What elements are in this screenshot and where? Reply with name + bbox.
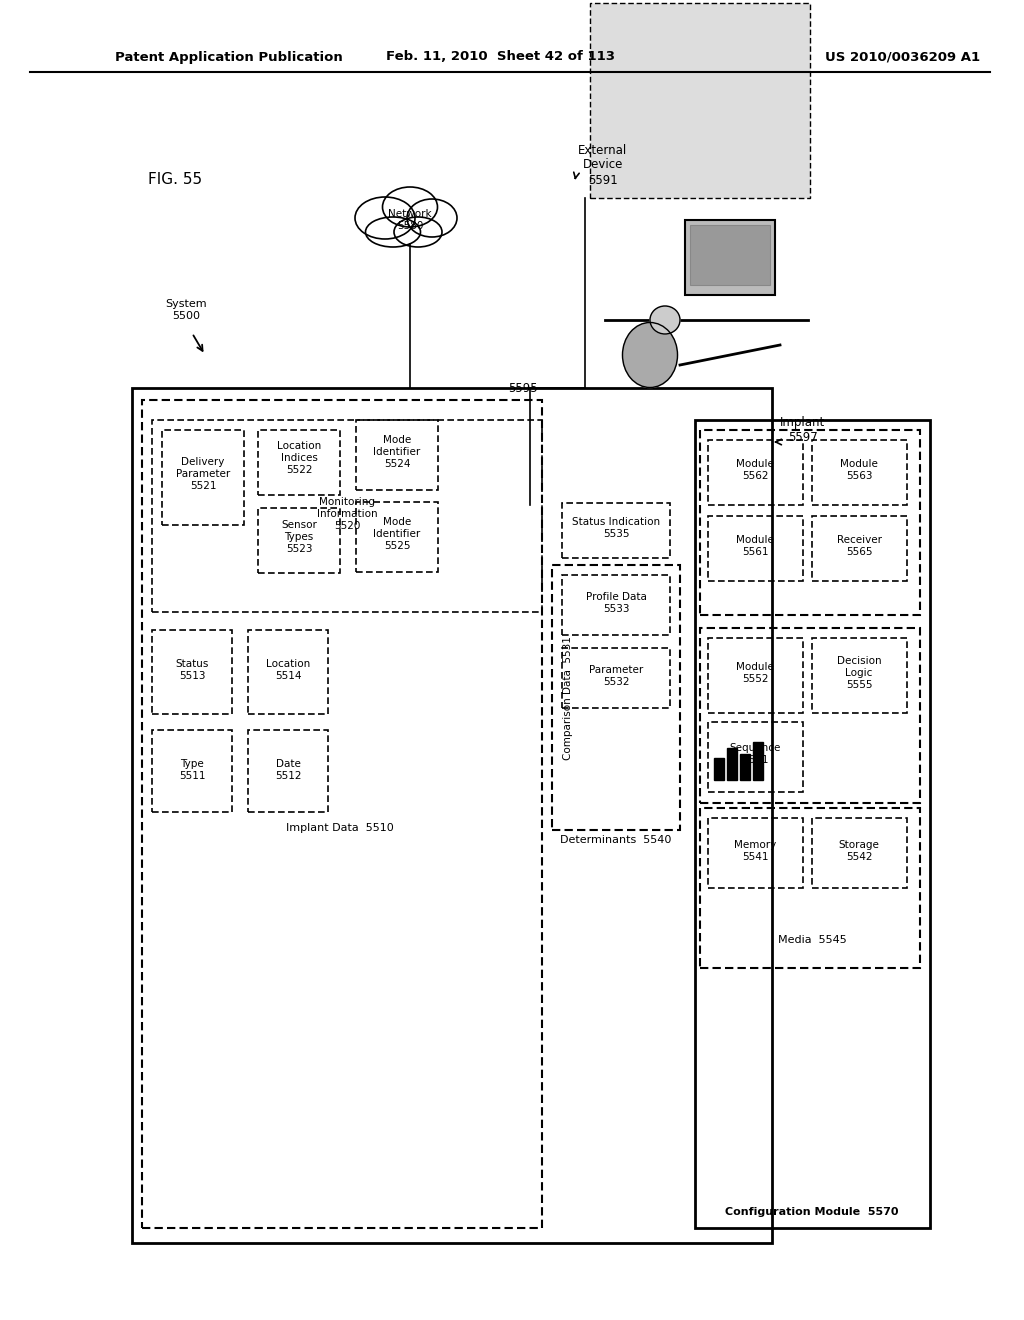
Ellipse shape: [650, 306, 680, 334]
Text: Date
5512: Date 5512: [274, 759, 301, 781]
Bar: [258, 430, 340, 495]
Bar: [740, 754, 750, 780]
Ellipse shape: [366, 216, 421, 247]
Text: Mode
Identifier
5525: Mode Identifier 5525: [374, 517, 421, 550]
Text: Network
5580: Network 5580: [388, 209, 432, 231]
Bar: [248, 630, 328, 714]
Bar: [562, 648, 670, 708]
Bar: [356, 420, 438, 490]
Bar: [708, 638, 803, 713]
Text: US 2010/0036209 A1: US 2010/0036209 A1: [825, 50, 980, 63]
Text: Implant Data  5510: Implant Data 5510: [286, 822, 394, 833]
Bar: [708, 516, 803, 581]
Bar: [714, 758, 724, 780]
Text: Type
5511: Type 5511: [179, 759, 205, 781]
Text: 5595: 5595: [508, 381, 538, 395]
Bar: [700, 808, 920, 968]
Text: Delivery
Parameter
5521: Delivery Parameter 5521: [176, 458, 230, 491]
Text: Implant
5597: Implant 5597: [780, 416, 825, 444]
Text: Media  5545: Media 5545: [777, 935, 847, 945]
Bar: [708, 440, 803, 506]
Bar: [708, 818, 803, 888]
Text: Status
5513: Status 5513: [175, 659, 209, 681]
Text: Location
Indices
5522: Location Indices 5522: [276, 441, 322, 475]
Bar: [152, 420, 542, 612]
Bar: [695, 420, 930, 1228]
Text: Comparison Data  5531: Comparison Data 5531: [563, 636, 573, 760]
Bar: [685, 220, 775, 294]
Text: System
5500: System 5500: [165, 300, 207, 321]
Text: External
Device
5591: External Device 5591: [578, 144, 628, 186]
Bar: [590, 3, 810, 198]
Bar: [812, 638, 907, 713]
Ellipse shape: [355, 197, 415, 239]
Bar: [142, 400, 542, 1228]
Text: Profile Data
5533: Profile Data 5533: [586, 593, 646, 614]
Text: Status Indication
5535: Status Indication 5535: [572, 517, 660, 539]
Text: Module
5561: Module 5561: [736, 535, 774, 557]
Text: Memory
5541: Memory 5541: [734, 841, 776, 862]
Text: Mode
Identifier
5524: Mode Identifier 5524: [374, 436, 421, 469]
Bar: [152, 730, 232, 812]
Bar: [812, 440, 907, 506]
Bar: [248, 730, 328, 812]
Text: Receiver
5565: Receiver 5565: [837, 535, 882, 557]
Text: Monitoring
Information
5520: Monitoring Information 5520: [316, 498, 377, 531]
Bar: [258, 508, 340, 573]
Bar: [132, 388, 772, 1243]
Text: Module
5562: Module 5562: [736, 459, 774, 480]
Bar: [812, 516, 907, 581]
Ellipse shape: [407, 199, 457, 238]
Text: Decision
Logic
5555: Decision Logic 5555: [837, 656, 882, 689]
Bar: [162, 430, 244, 525]
Bar: [708, 722, 803, 792]
Bar: [552, 565, 680, 830]
Text: Location
5514: Location 5514: [266, 659, 310, 681]
Bar: [727, 748, 737, 780]
Text: Configuration Module  5570: Configuration Module 5570: [725, 1206, 899, 1217]
Ellipse shape: [623, 322, 678, 388]
Bar: [690, 224, 770, 285]
Bar: [152, 630, 232, 714]
Text: Sequence
5551: Sequence 5551: [729, 743, 780, 764]
Text: Module
5563: Module 5563: [840, 459, 878, 480]
Bar: [700, 430, 920, 615]
Bar: [812, 818, 907, 888]
Bar: [356, 502, 438, 572]
Text: Parameter
5532: Parameter 5532: [589, 665, 643, 686]
Text: Sensor
Types
5523: Sensor Types 5523: [281, 520, 317, 553]
Bar: [562, 576, 670, 635]
Bar: [753, 742, 763, 780]
Ellipse shape: [383, 187, 437, 227]
Bar: [562, 503, 670, 558]
Text: Feb. 11, 2010  Sheet 42 of 113: Feb. 11, 2010 Sheet 42 of 113: [385, 50, 614, 63]
Text: FIG. 55: FIG. 55: [148, 173, 202, 187]
Bar: [700, 628, 920, 803]
Ellipse shape: [394, 216, 442, 247]
Text: Determinants  5540: Determinants 5540: [560, 836, 672, 845]
Text: Module
5552: Module 5552: [736, 663, 774, 684]
Text: Patent Application Publication: Patent Application Publication: [115, 50, 343, 63]
Text: Storage
5542: Storage 5542: [839, 841, 880, 862]
